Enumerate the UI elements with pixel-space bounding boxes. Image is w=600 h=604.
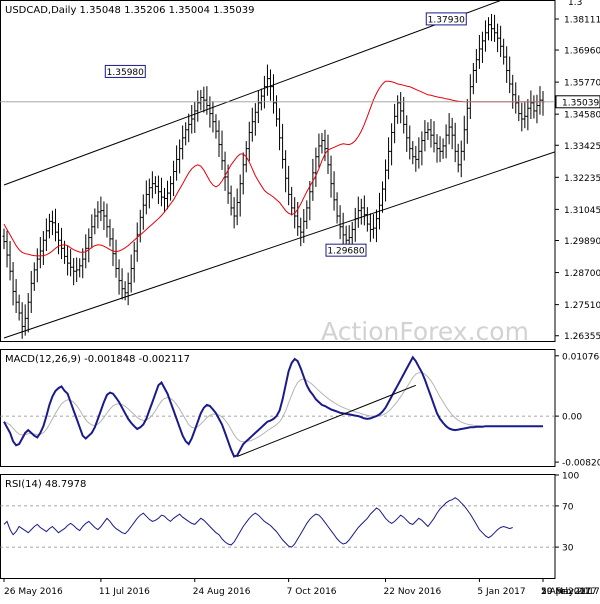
price-annotation-box bbox=[425, 12, 467, 26]
moving-average-line bbox=[3, 80, 543, 257]
macd-title: MACD(12,26,9) -0.001848 -0.002117 bbox=[5, 354, 190, 365]
time-axis: 26 May 2016 11 Jul 2016 24 Aug 2016 7 Oct 2… bbox=[3, 578, 600, 597]
price-tick-label: 1.27510 bbox=[564, 301, 600, 311]
price-tick-label: 1.29890 bbox=[564, 237, 600, 247]
channel-lower bbox=[3, 151, 555, 339]
time-tick-label: 22 Nov 2016 bbox=[384, 587, 442, 597]
macd-line bbox=[3, 355, 543, 458]
rsi-axis-ticks: 100 70 30 bbox=[555, 472, 579, 554]
price-axis-ticks: 1.38111 1.36960 1.35770 1.34580 1.33425 1.322… bbox=[555, 16, 600, 342]
price-annotation-label: 1.37930 bbox=[428, 15, 465, 25]
price-annotation-label: 1.35980 bbox=[107, 68, 144, 78]
price-tick-label: 1.36960 bbox=[564, 47, 600, 57]
rsi-lines bbox=[0, 497, 555, 548]
watermark: ActionForex.com bbox=[321, 317, 529, 346]
current-price-label: 1.35039 bbox=[562, 98, 599, 108]
price-tick-label: 1.38111 bbox=[564, 16, 600, 26]
price-annotation-box bbox=[325, 243, 367, 257]
macd-tick-label: -0.008203 bbox=[562, 459, 600, 469]
rsi-title: RSI(14) 48.7978 bbox=[5, 479, 86, 490]
time-tick-label: 24 Aug 2016 bbox=[193, 587, 251, 597]
time-tick-label: 5 Jan 2017 bbox=[477, 587, 525, 597]
price-overlays bbox=[0, 0, 555, 339]
rsi-panel-frame bbox=[0, 474, 556, 579]
price-bars bbox=[2, 13, 545, 339]
macd-axis-ticks: 0.010768 0.00 -0.008203 bbox=[555, 352, 600, 469]
top-clipped-tick: 1.3 bbox=[568, 0, 582, 8]
price-tick-label: 1.31045 bbox=[564, 206, 600, 216]
time-tick-label: 26 May 2016 bbox=[4, 587, 63, 597]
price-tick-label: 1.28700 bbox=[564, 269, 600, 279]
macd-tick-label: 0.00 bbox=[562, 413, 582, 423]
macd-panel-frame bbox=[0, 349, 556, 467]
price-tick-label: 1.26355 bbox=[564, 332, 600, 342]
time-tick-label: 5 Apr 2017 bbox=[541, 587, 591, 597]
price-annotation-box bbox=[104, 64, 146, 78]
rsi-tick-label: 70 bbox=[562, 502, 574, 512]
price-annotation-label: 1.29680 bbox=[327, 247, 364, 257]
time-tick-label: 11 Jul 2016 bbox=[99, 587, 150, 597]
main-title: USDCAD,Daily 1.35048 1.35206 1.35004 1.3… bbox=[5, 5, 255, 16]
price-annotations: 1.35980 1.37930 1.29680 1.35039 bbox=[104, 12, 600, 257]
time-tick-label: 7 Oct 2016 bbox=[287, 587, 337, 597]
time-tick-label: 19 May 2017 bbox=[541, 587, 600, 597]
rsi-tick-label: 30 bbox=[562, 544, 574, 554]
price-tick-label: 1.35770 bbox=[564, 79, 600, 89]
price-tick-label: 1.32235 bbox=[564, 174, 600, 184]
price-tick-label: 1.33425 bbox=[564, 142, 600, 152]
time-tick-label: 20 Feb 2017 bbox=[541, 587, 597, 597]
macd-trendline bbox=[236, 384, 417, 457]
current-price-tag bbox=[555, 95, 600, 109]
macd-tick-label: 0.010768 bbox=[562, 352, 600, 362]
price-tick-label: 1.34580 bbox=[564, 111, 600, 121]
channel-upper bbox=[3, 0, 504, 186]
rsi-line bbox=[3, 497, 513, 548]
main-panel-frame bbox=[0, 0, 556, 342]
macd-signal-line bbox=[3, 372, 543, 443]
macd-lines bbox=[0, 355, 555, 458]
rsi-tick-label: 100 bbox=[562, 472, 579, 482]
